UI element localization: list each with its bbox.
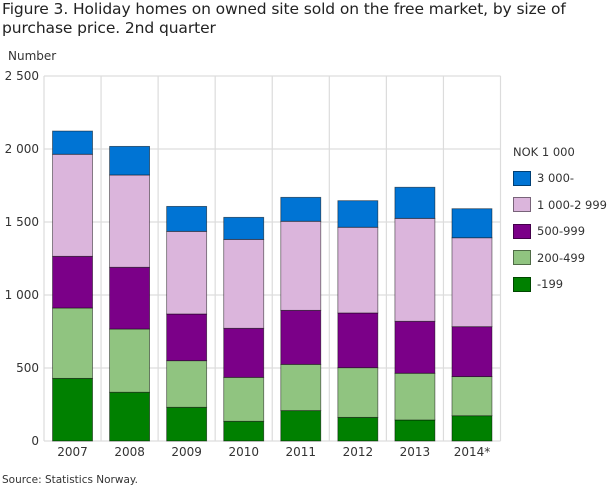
bar-segment-2009-3 xyxy=(166,230,208,315)
bar-segment-2009-4 xyxy=(166,205,208,232)
legend-swatch xyxy=(513,276,531,292)
legend-item: 500-999 xyxy=(513,218,607,245)
bar-segment-2014-2 xyxy=(451,326,493,378)
bar-segment-2008-3 xyxy=(109,174,150,268)
bar-segment-2013-3 xyxy=(394,217,436,322)
legend-swatch xyxy=(513,197,531,213)
bar-segment-2009-2 xyxy=(166,313,208,362)
legend-label: 200-499 xyxy=(537,250,586,265)
bar-segment-2010-4 xyxy=(223,216,265,240)
y-tick-label: 1 000 xyxy=(5,288,39,302)
legend-label: -199 xyxy=(537,277,564,292)
y-tick-label: 2 000 xyxy=(5,142,39,156)
x-tick-label: 2011 xyxy=(286,445,317,459)
bar-segment-2012-0 xyxy=(337,416,379,442)
bar-segment-2014-3 xyxy=(451,237,493,328)
legend-item: 1 000-2 999 xyxy=(513,192,607,219)
bar-segment-2010-0 xyxy=(223,420,265,442)
bar-segment-2011-2 xyxy=(280,309,322,365)
bar-segment-2013-2 xyxy=(394,320,436,374)
bar-segment-2007-3 xyxy=(52,153,93,257)
bar-segment-2014-4 xyxy=(451,208,493,239)
x-tick-label: 2007 xyxy=(57,445,88,459)
legend-label: 3 000- xyxy=(537,171,575,186)
bar-segment-2013-1 xyxy=(394,372,436,421)
legend-item: -199 xyxy=(513,271,607,298)
y-axis-label: Number xyxy=(8,49,57,63)
bar-segment-2008-4 xyxy=(109,145,150,176)
bar-segment-2012-1 xyxy=(337,367,379,418)
x-tick-label: 2010 xyxy=(228,445,259,459)
y-tick-label: 500 xyxy=(16,361,39,375)
bar-segment-2010-2 xyxy=(223,327,265,378)
bar-segment-2010-1 xyxy=(223,376,265,422)
bar-segment-2009-1 xyxy=(166,360,208,408)
bar-segment-2008-2 xyxy=(109,266,150,330)
x-tick-label: 2012 xyxy=(343,445,374,459)
bar-segment-2007-2 xyxy=(52,255,93,309)
bar-segment-2011-0 xyxy=(280,410,322,442)
bar-segment-2011-1 xyxy=(280,363,322,412)
legend-swatch xyxy=(513,250,531,266)
legend: NOK 1 000 3 000- 1 000-2 999 500-999 200-49… xyxy=(513,145,607,298)
bar-segment-2012-3 xyxy=(337,226,379,314)
bar-segment-2014-1 xyxy=(451,376,493,417)
x-tick-label: 2009 xyxy=(171,445,202,459)
x-tick-label: 2008 xyxy=(114,445,145,459)
bar-segment-2012-2 xyxy=(337,312,379,369)
bar-segment-2010-3 xyxy=(223,238,265,329)
bar-segment-2013-0 xyxy=(394,419,436,442)
chart-title: Figure 3. Holiday homes on owned site so… xyxy=(2,0,566,37)
bar-segment-2014-0 xyxy=(451,415,493,442)
bar-segment-2007-0 xyxy=(52,377,93,442)
bar-segment-2011-3 xyxy=(280,220,322,311)
bar-segment-2013-4 xyxy=(394,186,436,219)
legend-label: 500-999 xyxy=(537,224,586,239)
source-note: Source: Statistics Norway. xyxy=(2,474,138,486)
bar-segment-2009-0 xyxy=(166,406,208,442)
bar-segment-2008-0 xyxy=(109,391,150,442)
bar-segment-2008-1 xyxy=(109,328,150,393)
bar-segment-2011-4 xyxy=(280,196,322,222)
y-tick-label: 0 xyxy=(31,434,39,448)
legend-swatch xyxy=(513,170,531,186)
legend-swatch xyxy=(513,223,531,239)
bar-segment-2007-4 xyxy=(52,130,93,155)
bar-segment-2007-1 xyxy=(52,307,93,379)
bar-segment-2012-4 xyxy=(337,200,379,228)
legend-item: 200-499 xyxy=(513,245,607,272)
y-tick-label: 1 500 xyxy=(5,215,39,229)
x-tick-label: 2014* xyxy=(454,445,491,459)
legend-label: 1 000-2 999 xyxy=(537,197,607,212)
legend-item: 3 000- xyxy=(513,165,607,192)
x-tick-label: 2013 xyxy=(400,445,431,459)
y-tick-label: 2 500 xyxy=(5,69,39,83)
legend-title: NOK 1 000 xyxy=(513,145,575,159)
